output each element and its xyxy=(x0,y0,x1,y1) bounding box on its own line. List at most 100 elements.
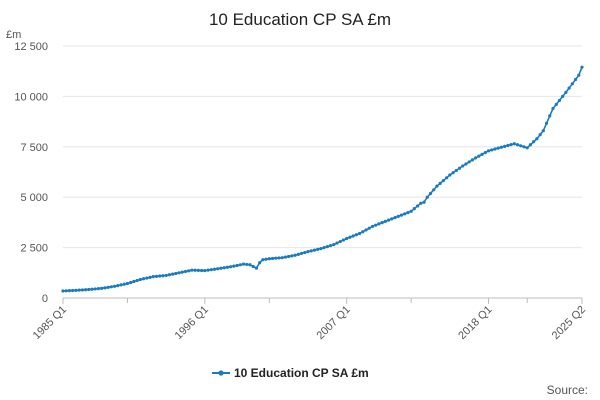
data-point xyxy=(119,283,123,287)
data-point xyxy=(90,287,94,291)
data-point xyxy=(61,289,65,293)
data-point xyxy=(287,254,291,259)
data-point xyxy=(335,241,339,245)
legend[interactable]: 10 Education CP SA £m xyxy=(212,366,369,380)
data-point xyxy=(548,114,552,118)
data-point xyxy=(535,137,539,141)
data-point xyxy=(109,285,113,289)
data-point xyxy=(525,146,529,150)
data-point xyxy=(328,243,333,248)
data-point xyxy=(464,162,468,166)
data-point xyxy=(567,86,571,90)
data-point xyxy=(390,217,394,221)
data-point xyxy=(225,265,229,269)
series-layer xyxy=(61,65,584,293)
data-point xyxy=(174,271,178,276)
data-point xyxy=(348,235,352,239)
x-tick-label: 1985 Q1 xyxy=(31,304,69,342)
data-point xyxy=(145,276,149,280)
data-point xyxy=(538,133,542,137)
data-point xyxy=(396,214,400,218)
data-point xyxy=(467,160,471,164)
data-point xyxy=(441,178,445,183)
data-point xyxy=(399,213,404,217)
data-point xyxy=(474,156,478,160)
data-point xyxy=(96,287,101,291)
data-point xyxy=(122,282,126,286)
data-point xyxy=(74,288,78,292)
data-point xyxy=(100,286,104,290)
data-point xyxy=(351,234,355,238)
data-point xyxy=(151,275,155,279)
data-point xyxy=(486,149,491,153)
data-point xyxy=(377,222,381,226)
source-label: Source: xyxy=(547,383,588,397)
data-point xyxy=(332,242,336,247)
y-tick-label: 10 000 xyxy=(14,91,48,103)
y-tick-label: 5 000 xyxy=(20,192,48,204)
data-point xyxy=(219,266,223,270)
data-point xyxy=(448,173,452,177)
legend-swatch-marker xyxy=(218,370,224,376)
data-point xyxy=(445,176,449,180)
data-point xyxy=(316,247,320,251)
data-point xyxy=(512,142,516,146)
data-point xyxy=(277,256,281,260)
data-point xyxy=(106,285,110,289)
data-point xyxy=(216,267,220,271)
data-point xyxy=(222,266,226,270)
data-point xyxy=(416,204,420,208)
data-point xyxy=(409,209,413,213)
data-point xyxy=(519,144,523,148)
data-point xyxy=(296,252,300,256)
data-point xyxy=(503,144,507,148)
data-point xyxy=(158,274,162,278)
data-point xyxy=(551,106,555,111)
data-point xyxy=(238,263,242,267)
data-point xyxy=(212,267,217,271)
data-point xyxy=(299,251,304,256)
data-point xyxy=(306,250,310,254)
data-point xyxy=(129,280,133,285)
data-point xyxy=(112,284,117,288)
data-point xyxy=(561,94,565,98)
data-point xyxy=(522,145,526,149)
data-point xyxy=(577,73,581,77)
data-point xyxy=(509,143,513,147)
gridlines xyxy=(63,45,582,249)
data-point xyxy=(258,261,262,265)
data-point xyxy=(345,236,349,241)
data-point xyxy=(167,273,171,277)
data-point xyxy=(283,255,288,259)
data-point xyxy=(303,250,307,255)
data-point xyxy=(235,263,239,268)
data-point xyxy=(354,233,358,237)
data-point xyxy=(493,147,497,151)
data-point xyxy=(180,270,184,274)
data-point xyxy=(322,246,326,250)
data-point xyxy=(206,268,210,272)
data-point xyxy=(183,269,188,274)
data-point xyxy=(229,265,233,269)
series-line xyxy=(62,66,583,292)
data-point xyxy=(386,218,391,222)
data-point xyxy=(270,256,275,261)
y-axis-unit-label: £m xyxy=(6,29,21,41)
data-point xyxy=(361,230,365,234)
data-point xyxy=(564,90,568,94)
data-point xyxy=(541,129,545,133)
data-point xyxy=(309,249,313,253)
data-point xyxy=(383,219,387,223)
data-point xyxy=(499,145,504,149)
data-point xyxy=(432,188,436,192)
data-point xyxy=(161,274,165,278)
data-point xyxy=(141,277,146,281)
data-point xyxy=(490,148,494,152)
data-point xyxy=(154,274,159,278)
y-tick-label: 7 500 xyxy=(20,142,48,154)
x-tick-label: 1996 Q1 xyxy=(173,304,211,342)
data-point xyxy=(312,248,317,252)
data-point xyxy=(380,221,384,225)
data-point xyxy=(506,143,510,148)
data-point xyxy=(451,171,455,175)
